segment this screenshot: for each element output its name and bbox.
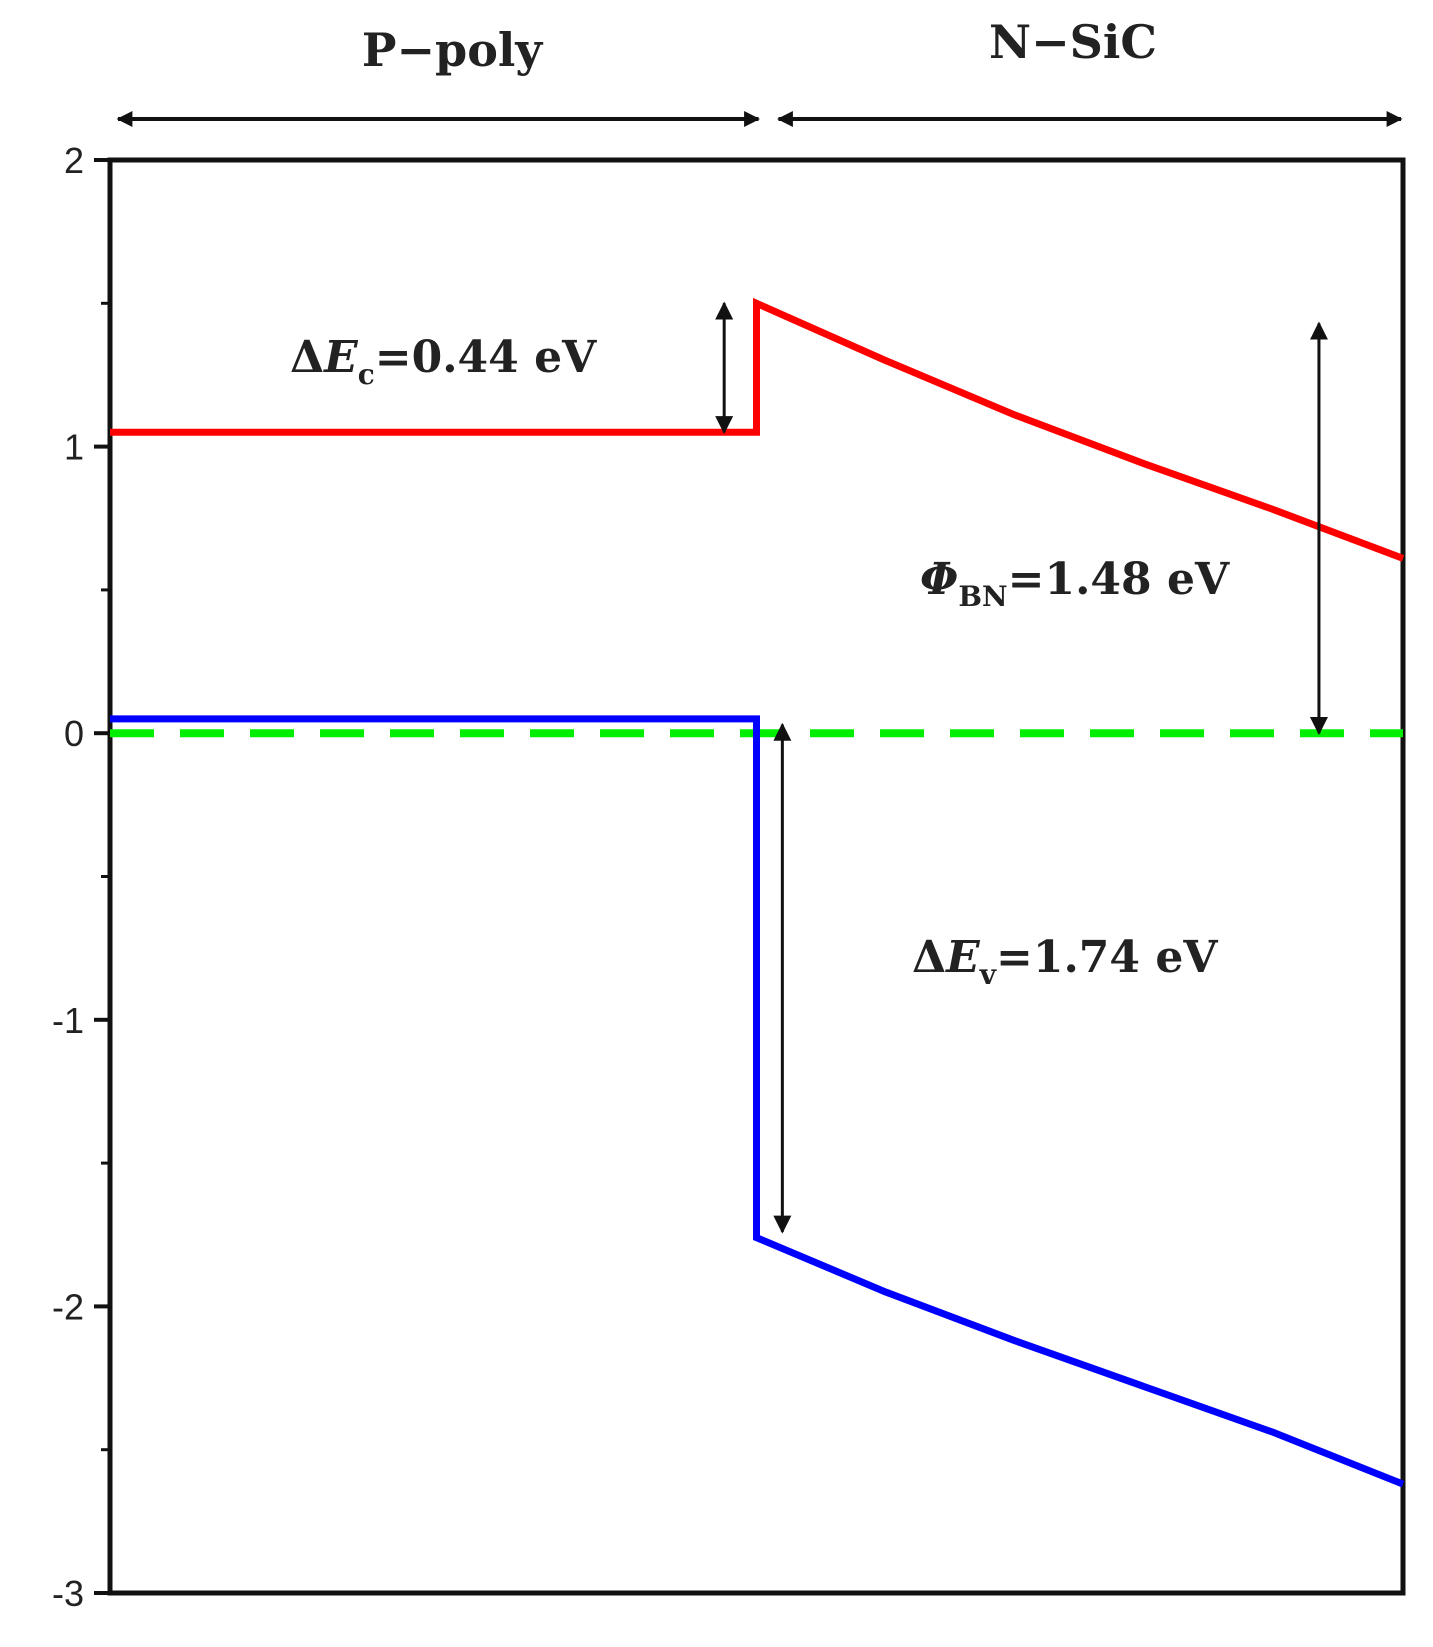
- annotation-phi-bn-value: =1.48 eV: [1008, 554, 1230, 605]
- annotation-delta-ec-var: E: [322, 332, 359, 383]
- annotation-delta-ev-value: =1.74 eV: [996, 932, 1218, 983]
- valence-band-line: [110, 715, 1405, 1488]
- annotation-delta-ev-symbol: Δ: [912, 932, 946, 983]
- y-tick-label: -3: [52, 1573, 84, 1614]
- series-layer: [110, 297, 1405, 1488]
- region-label-n-sic: N−SiC: [989, 15, 1157, 69]
- region-headers: P−poly N−SiC: [116, 15, 1403, 127]
- y-tick-label: -2: [52, 1286, 84, 1327]
- y-tick-label: 0: [64, 713, 84, 754]
- y-axis: 2 1 0 -1 -2 -3: [52, 140, 110, 1614]
- annotation-delta-ev-sub: v: [979, 958, 997, 991]
- annotation-phi-bn-var: Φ: [920, 554, 958, 605]
- y-tick-label: 2: [64, 140, 84, 181]
- region-label-p-poly: P−poly: [362, 23, 543, 77]
- annotation-arrows: [715, 301, 1328, 1234]
- conduction-band-line: [110, 297, 1405, 562]
- annotation-delta-ec-symbol: Δ: [290, 332, 324, 383]
- annotation-phi-bn-sub: BN: [958, 580, 1007, 613]
- annotation-delta-ev: ΔEv=1.74 eV: [912, 932, 1218, 991]
- annotation-delta-ec-value: =0.44 eV: [375, 332, 597, 383]
- annotation-delta-ec-sub: c: [358, 358, 375, 391]
- y-tick-label: -1: [52, 1000, 84, 1041]
- y-tick-label: 1: [64, 427, 84, 468]
- annotation-delta-ev-var: E: [944, 932, 981, 983]
- annotation-delta-ec: ΔEc=0.44 eV: [290, 332, 597, 391]
- annotation-phi-bn: ΦBN=1.48 eV: [920, 554, 1230, 613]
